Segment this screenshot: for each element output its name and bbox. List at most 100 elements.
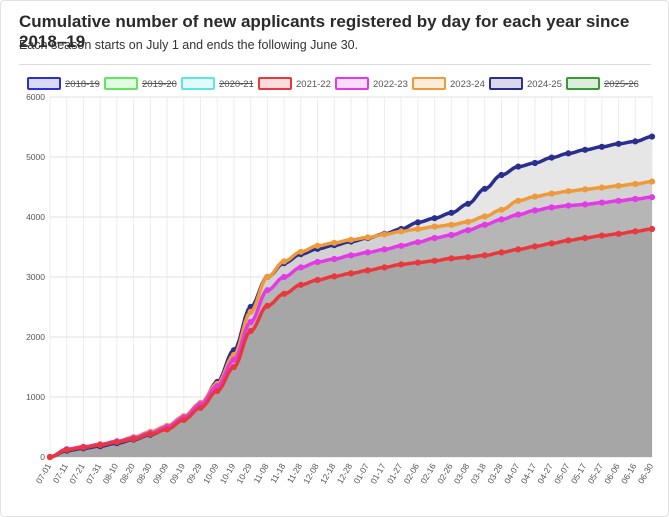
- data-point-2024-25[interactable]: [498, 171, 505, 179]
- data-point-2021-22[interactable]: [113, 438, 120, 446]
- data-point-2021-22[interactable]: [63, 446, 70, 453]
- data-point-2023-24[interactable]: [531, 193, 539, 200]
- data-point-2023-24[interactable]: [297, 248, 304, 255]
- data-point-2022-23[interactable]: [565, 202, 572, 209]
- data-point-2023-24[interactable]: [364, 234, 371, 241]
- data-point-2022-23[interactable]: [481, 221, 488, 228]
- data-point-2021-22[interactable]: [247, 327, 254, 335]
- data-point-2023-24[interactable]: [314, 242, 321, 249]
- data-point-2022-23[interactable]: [414, 239, 421, 246]
- data-point-2023-24[interactable]: [481, 213, 488, 220]
- data-point-2021-22[interactable]: [381, 264, 388, 271]
- data-point-2023-24[interactable]: [548, 190, 555, 197]
- data-point-2021-22[interactable]: [264, 302, 271, 309]
- data-point-2022-23[interactable]: [314, 258, 321, 266]
- data-point-2021-22[interactable]: [314, 276, 321, 284]
- data-point-2022-23[interactable]: [230, 356, 238, 363]
- data-point-2021-22[interactable]: [464, 254, 472, 261]
- data-point-2021-22[interactable]: [80, 444, 87, 451]
- data-point-2021-22[interactable]: [531, 243, 539, 250]
- data-point-2023-24[interactable]: [515, 197, 522, 204]
- legend-item-2019-20[interactable]: 2019-20: [104, 77, 177, 90]
- data-point-2024-25[interactable]: [598, 143, 605, 150]
- data-point-2024-25[interactable]: [448, 209, 455, 216]
- data-point-2022-23[interactable]: [364, 249, 371, 256]
- data-point-2024-25[interactable]: [531, 159, 539, 167]
- data-point-2024-25[interactable]: [648, 133, 656, 140]
- data-point-2023-24[interactable]: [398, 228, 405, 235]
- data-point-2021-22[interactable]: [431, 257, 438, 264]
- data-point-2021-22[interactable]: [180, 416, 187, 423]
- data-point-2023-24[interactable]: [648, 178, 656, 185]
- data-point-2021-22[interactable]: [582, 234, 589, 242]
- data-point-2023-24[interactable]: [331, 239, 338, 246]
- data-point-2021-22[interactable]: [297, 281, 304, 288]
- data-point-2021-22[interactable]: [197, 404, 204, 411]
- data-point-2021-22[interactable]: [331, 273, 338, 280]
- data-point-2023-24[interactable]: [448, 221, 455, 228]
- data-point-2021-22[interactable]: [448, 255, 455, 262]
- data-point-2024-25[interactable]: [565, 150, 572, 157]
- data-point-2024-25[interactable]: [615, 140, 622, 147]
- legend-item-2025-26[interactable]: 2025-26: [566, 77, 639, 90]
- data-point-2022-23[interactable]: [381, 246, 388, 253]
- data-point-2021-22[interactable]: [230, 363, 238, 371]
- data-point-2021-22[interactable]: [147, 431, 154, 438]
- data-point-2023-24[interactable]: [264, 273, 271, 281]
- data-point-2022-23[interactable]: [264, 287, 271, 294]
- data-point-2022-23[interactable]: [498, 216, 505, 223]
- data-point-2023-24[interactable]: [632, 180, 639, 188]
- data-point-2023-24[interactable]: [281, 258, 288, 265]
- data-point-2024-25[interactable]: [481, 185, 488, 192]
- data-point-2021-22[interactable]: [281, 290, 288, 297]
- data-point-2021-22[interactable]: [398, 261, 405, 268]
- data-point-2021-22[interactable]: [615, 230, 622, 237]
- legend-item-2024-25[interactable]: 2024-25: [489, 77, 562, 90]
- data-point-2022-23[interactable]: [515, 211, 522, 218]
- legend-item-2020-21[interactable]: 2020-21: [181, 77, 254, 90]
- data-point-2021-22[interactable]: [498, 249, 505, 256]
- data-point-2022-23[interactable]: [531, 207, 539, 214]
- legend-item-2018-19[interactable]: 2018-19: [27, 77, 100, 90]
- data-point-2022-23[interactable]: [247, 318, 254, 326]
- data-point-2021-22[interactable]: [163, 426, 171, 433]
- data-point-2022-23[interactable]: [648, 194, 656, 201]
- data-point-2021-22[interactable]: [565, 237, 572, 244]
- data-point-2022-23[interactable]: [582, 201, 589, 208]
- data-point-2024-25[interactable]: [431, 215, 438, 222]
- data-point-2023-24[interactable]: [464, 218, 472, 225]
- data-point-2023-24[interactable]: [598, 184, 605, 191]
- data-point-2024-25[interactable]: [632, 138, 639, 145]
- data-point-2022-23[interactable]: [347, 252, 355, 259]
- data-point-2024-25[interactable]: [515, 163, 522, 170]
- legend-item-2022-23[interactable]: 2022-23: [335, 77, 408, 90]
- data-point-2021-22[interactable]: [414, 259, 421, 266]
- data-point-2022-23[interactable]: [331, 255, 338, 263]
- data-point-2023-24[interactable]: [414, 225, 421, 233]
- data-point-2021-22[interactable]: [214, 387, 221, 395]
- data-point-2024-25[interactable]: [582, 146, 589, 153]
- data-point-2024-25[interactable]: [548, 154, 555, 161]
- data-point-2021-22[interactable]: [364, 267, 371, 274]
- data-point-2023-24[interactable]: [498, 206, 505, 213]
- data-point-2022-23[interactable]: [615, 197, 622, 204]
- data-point-2023-24[interactable]: [381, 231, 388, 238]
- data-point-2021-22[interactable]: [548, 240, 555, 247]
- data-point-2021-22[interactable]: [97, 441, 104, 449]
- data-point-2022-23[interactable]: [448, 231, 455, 239]
- data-point-2021-22[interactable]: [481, 252, 488, 259]
- data-point-2021-22[interactable]: [130, 435, 137, 443]
- data-point-2022-23[interactable]: [598, 199, 605, 206]
- data-point-2022-23[interactable]: [281, 273, 288, 281]
- data-point-2021-22[interactable]: [46, 453, 54, 461]
- data-point-2021-22[interactable]: [648, 225, 656, 233]
- legend-item-2021-22[interactable]: 2021-22: [258, 77, 331, 90]
- data-point-2021-22[interactable]: [515, 246, 522, 253]
- data-point-2022-23[interactable]: [297, 264, 304, 271]
- data-point-2021-22[interactable]: [632, 228, 639, 235]
- data-point-2022-23[interactable]: [398, 242, 405, 249]
- data-point-2023-24[interactable]: [431, 223, 438, 230]
- data-point-2023-24[interactable]: [615, 182, 622, 189]
- data-point-2023-24[interactable]: [247, 308, 254, 315]
- data-point-2024-25[interactable]: [464, 200, 472, 207]
